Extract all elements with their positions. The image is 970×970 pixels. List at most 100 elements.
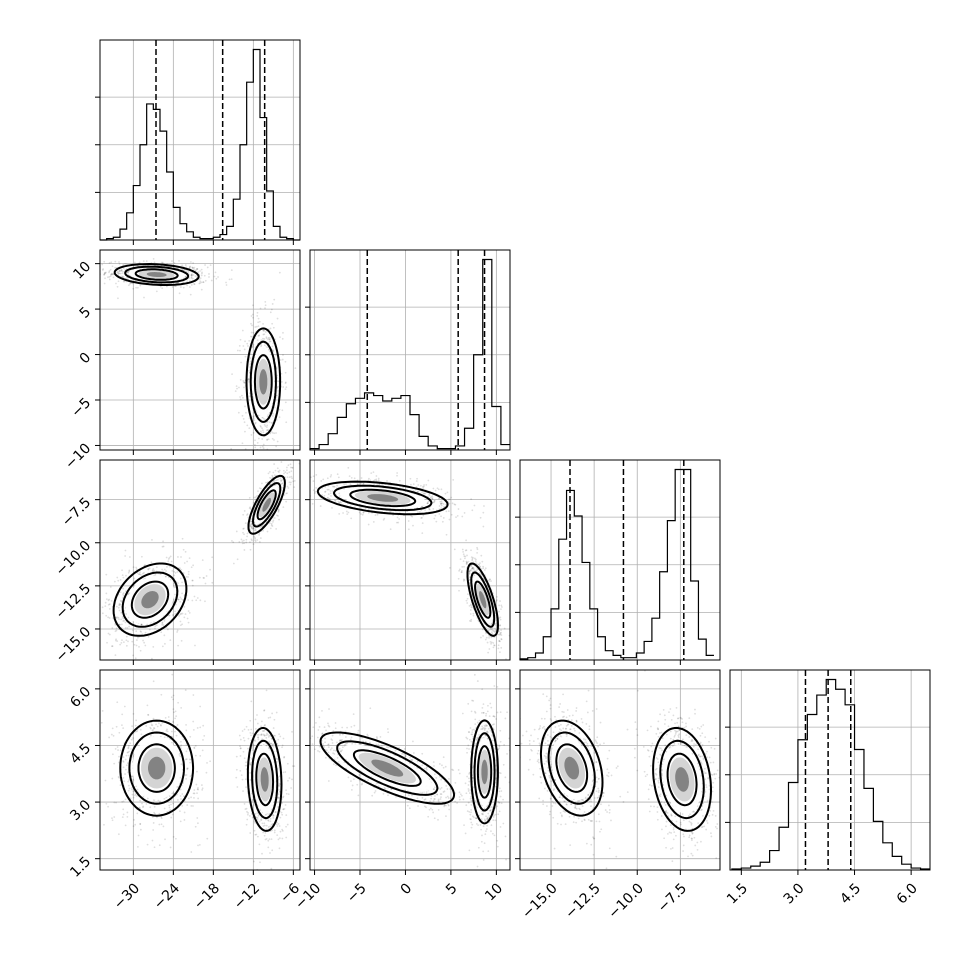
scatter-point — [122, 617, 125, 620]
scatter-point — [241, 540, 244, 542]
scatter-point — [259, 537, 262, 539]
scatter-point — [245, 538, 248, 541]
scatter-point — [180, 598, 183, 600]
scatter-point — [249, 395, 251, 398]
scatter-point — [161, 645, 164, 648]
scatter-point — [120, 269, 123, 272]
scatter-point — [447, 498, 450, 501]
scatter-point — [113, 801, 116, 804]
scatter-point — [158, 844, 161, 847]
scatter-point — [114, 654, 117, 657]
scatter-point — [128, 744, 130, 747]
scatter-point — [248, 427, 251, 430]
scatter-point — [326, 497, 329, 499]
scatter-point — [485, 632, 487, 635]
scatter-point — [136, 812, 139, 815]
scatter-point — [101, 710, 104, 712]
scatter-point — [127, 571, 130, 574]
scatter-point — [170, 560, 173, 563]
scatter-point — [258, 487, 261, 489]
scatter-point — [277, 508, 280, 511]
scatter-point — [128, 570, 131, 573]
scatter-point — [133, 818, 135, 821]
scatter-point — [250, 523, 253, 526]
scatter-point — [248, 380, 250, 383]
scatter-point — [339, 501, 342, 503]
scatter-point — [499, 624, 501, 627]
scatter-point — [113, 762, 116, 765]
scatter-point — [469, 609, 472, 611]
scatter-point — [254, 540, 257, 543]
scatter-point — [142, 795, 145, 798]
scatter-point — [364, 507, 367, 510]
scatter-point — [111, 265, 114, 268]
scatter-point — [472, 568, 475, 571]
scatter-point — [119, 578, 122, 581]
scatter-point — [250, 322, 252, 325]
scatter-point — [127, 746, 130, 749]
scatter-point — [225, 284, 228, 286]
scatter-point — [430, 496, 432, 498]
contour-line-1 — [466, 562, 500, 637]
scatter-point — [196, 267, 199, 270]
scatter-point — [250, 539, 253, 542]
scatter-point — [94, 264, 96, 266]
scatter-point — [127, 771, 129, 774]
scatter-point — [127, 640, 129, 643]
scatter-point — [462, 578, 465, 581]
scatter-point — [191, 277, 194, 280]
scatter-point — [348, 475, 351, 478]
scatter-point — [256, 311, 259, 314]
scatter-point — [433, 499, 436, 502]
scatter-point — [465, 549, 468, 552]
scatter-point — [281, 482, 284, 485]
scatter-point — [500, 604, 503, 607]
scatter-point — [450, 513, 453, 516]
scatter-point — [468, 573, 471, 575]
scatter-point — [479, 565, 482, 568]
scatter-point — [248, 369, 250, 372]
scatter-point — [324, 490, 327, 493]
scatter-point — [254, 496, 257, 499]
scatter-point — [180, 556, 182, 558]
scatter-point — [490, 631, 493, 634]
scatter-point — [133, 643, 136, 646]
scatter-point — [475, 558, 477, 561]
scatter-point — [120, 618, 123, 621]
scatter-point — [477, 563, 479, 566]
scatter-point — [273, 406, 276, 409]
scatter-point — [458, 589, 460, 592]
scatter-point — [110, 273, 112, 276]
scatter-point — [464, 555, 467, 558]
scatter-point — [438, 497, 440, 500]
scatter-point — [172, 720, 175, 723]
scatter-point — [116, 285, 119, 288]
scatter-point — [253, 419, 256, 422]
scatter-point — [179, 620, 182, 623]
scatter-point — [122, 263, 125, 266]
scatter-point — [179, 795, 182, 797]
scatter-point — [122, 641, 125, 644]
scatter-point — [294, 367, 297, 370]
scatter-point — [261, 427, 263, 430]
scatter-point — [272, 412, 274, 415]
joint-content — [94, 250, 300, 450]
scatter-point — [84, 623, 86, 625]
scatter-point — [189, 279, 191, 282]
scatter-point — [175, 837, 177, 840]
contour-line-1 — [113, 262, 200, 286]
scatter-point — [484, 567, 487, 570]
scatter-point — [107, 603, 110, 606]
scatter-point — [179, 613, 182, 616]
scatter-point — [422, 514, 425, 517]
scatter-point — [277, 515, 279, 517]
scatter-point — [467, 560, 470, 563]
scatter-point — [148, 628, 151, 631]
scatter-point — [466, 561, 468, 564]
histogram-steps — [731, 678, 930, 870]
scatter-point — [264, 344, 266, 347]
scatter-point — [244, 430, 246, 433]
scatter-point — [285, 469, 288, 472]
scatter-point — [119, 749, 122, 752]
scatter-point — [206, 762, 208, 764]
